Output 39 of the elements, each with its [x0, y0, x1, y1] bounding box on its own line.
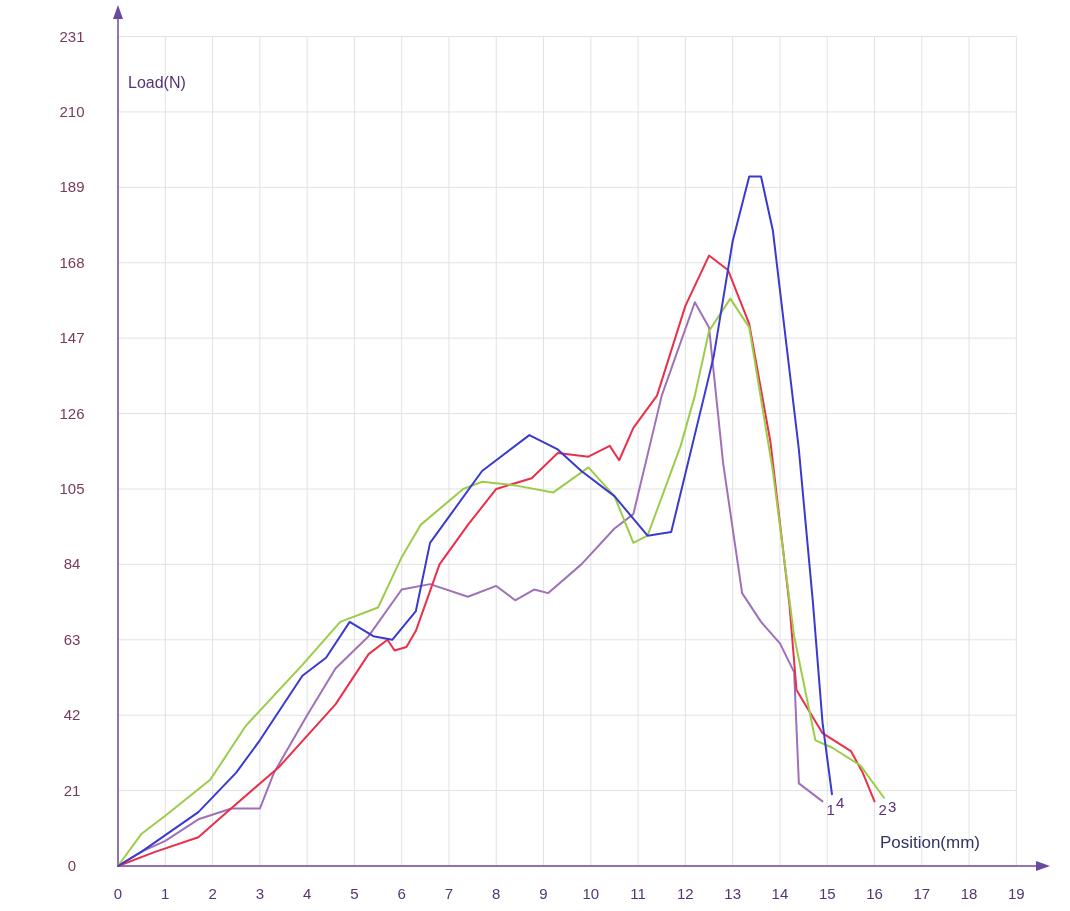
x-tick-label: 7 [444, 885, 454, 902]
x-tick-label: 19 [1008, 885, 1025, 902]
x-tick-label: 11 [630, 885, 646, 902]
y-tick-label: 231 [59, 27, 85, 45]
series-label: 3 [887, 797, 897, 815]
y-tick-label: 189 [59, 178, 85, 196]
x-tick-label: 9 [539, 885, 548, 902]
x-tick-label: 3 [255, 885, 265, 902]
y-tick-label: 168 [59, 253, 85, 271]
x-tick-label: 8 [492, 885, 501, 902]
y-tick-label: 105 [59, 479, 85, 497]
x-axis-title: Position(mm) [879, 833, 980, 852]
y-tick-label: 84 [63, 555, 81, 573]
series-label: 1 [826, 801, 835, 819]
y-tick-label: 63 [63, 630, 81, 648]
x-tick-label: 18 [960, 885, 978, 902]
y-tick-label: 42 [63, 706, 81, 724]
series-label: 2 [878, 801, 887, 819]
x-tick-label: 16 [866, 885, 883, 902]
x-tick-label: 12 [677, 885, 694, 902]
x-tick-label: 6 [397, 885, 406, 902]
x-tick-label: 4 [302, 885, 312, 902]
x-tick-label: 17 [913, 885, 931, 902]
x-tick-label: 14 [771, 885, 789, 902]
y-tick-label: 147 [59, 329, 85, 347]
x-tick-label: 0 [113, 885, 123, 902]
series-label: 4 [835, 794, 845, 812]
y-axis-title: Load(N) [128, 74, 186, 91]
y-tick-label: 21 [63, 781, 81, 799]
x-tick-label: 13 [724, 885, 742, 902]
x-tick-label: 5 [350, 885, 359, 902]
y-tick-label: 210 [59, 102, 85, 120]
y-tick-label: 0 [67, 857, 77, 874]
y-tick-label: 126 [59, 404, 85, 422]
x-tick-label: 1 [161, 885, 170, 902]
x-tick-label: 2 [208, 885, 217, 902]
line-series [117, 175, 833, 867]
x-tick-label: 15 [818, 885, 836, 902]
x-tick-label: 10 [582, 885, 600, 902]
